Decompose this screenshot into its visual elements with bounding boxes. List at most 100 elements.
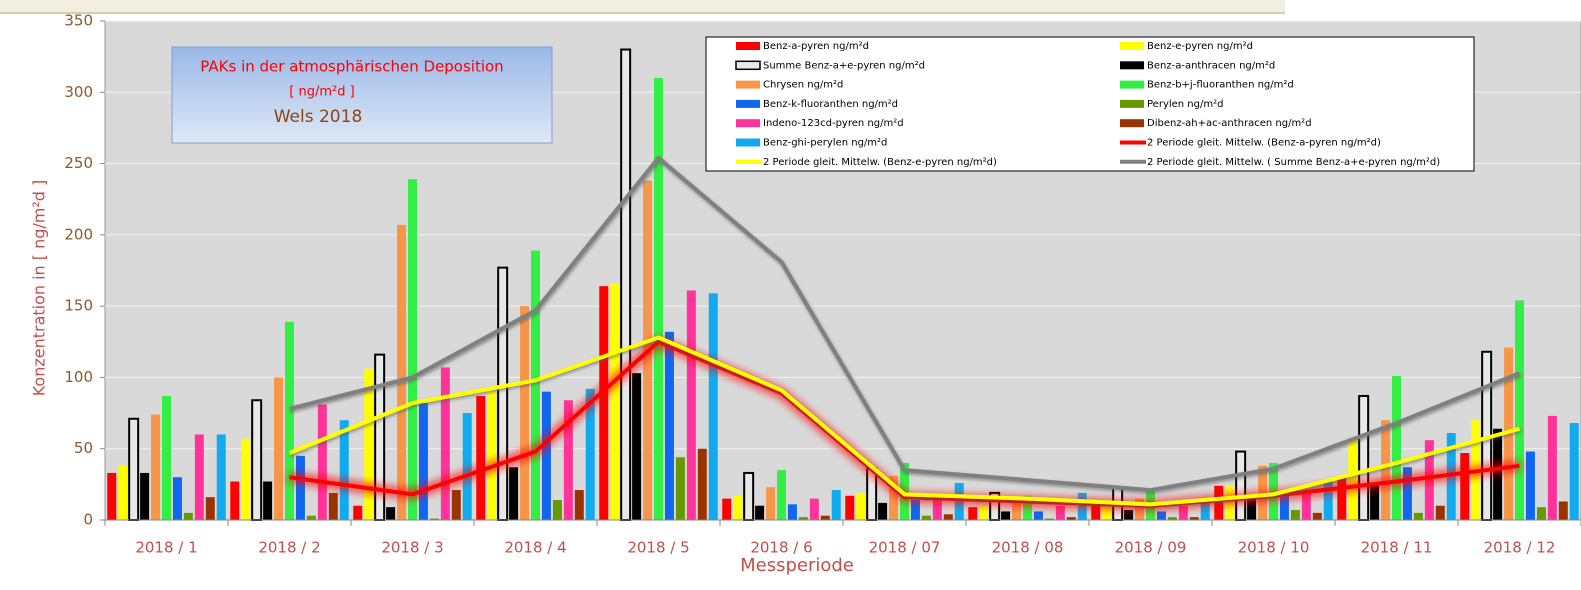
bar xyxy=(364,368,374,520)
x-tick-label: 2018 / 12 xyxy=(1484,539,1556,557)
bar xyxy=(1536,507,1546,520)
bar xyxy=(1402,467,1412,520)
bar xyxy=(743,471,755,521)
bar xyxy=(697,448,707,520)
bar xyxy=(1358,394,1370,521)
legend-label: Dibenz-ah+ac-anthracen ng/m²d xyxy=(1147,118,1312,129)
bar xyxy=(374,353,386,522)
bar xyxy=(664,331,674,520)
bar xyxy=(1569,423,1579,520)
bar xyxy=(541,391,551,520)
legend-swatch xyxy=(1120,99,1144,108)
moving-average-line xyxy=(288,335,1521,507)
x-tick-label: 2018 / 2 xyxy=(258,539,320,557)
legend-label: Benz-e-pyren ng/m²d xyxy=(1147,41,1253,52)
legend-label: Benz-ghi-perylen ng/m²d xyxy=(763,138,887,149)
y-tick-label: 100 xyxy=(64,368,93,386)
legend-label: 2 Periode gleit. Mittelw. (Benz-e-pyren … xyxy=(763,157,997,168)
bar xyxy=(574,490,584,520)
bar xyxy=(866,467,878,521)
legend-label: Benz-a-pyren ng/m²d xyxy=(763,41,869,52)
y-tick-label: 250 xyxy=(64,154,93,172)
bar xyxy=(1460,452,1470,520)
bar xyxy=(599,286,609,520)
bar xyxy=(1301,491,1311,520)
bar xyxy=(943,514,953,520)
bar xyxy=(675,457,685,520)
bar xyxy=(845,495,855,520)
bar xyxy=(1558,501,1568,520)
bar xyxy=(1547,415,1557,520)
bar xyxy=(1525,451,1535,520)
bar xyxy=(1424,440,1434,520)
bar xyxy=(1381,420,1391,520)
bar xyxy=(1225,485,1235,520)
bar xyxy=(451,490,461,520)
legend-label: Chrysen ng/m²d xyxy=(763,80,843,91)
bar xyxy=(476,395,486,520)
bar xyxy=(205,497,215,520)
bar xyxy=(520,306,530,520)
bar xyxy=(1055,505,1065,520)
legend-label: Summe Benz-a+e-pyren ng/m²d xyxy=(763,60,925,71)
bar xyxy=(1348,438,1358,520)
bar xyxy=(1337,477,1347,520)
bar xyxy=(910,500,920,520)
bar xyxy=(1077,492,1087,520)
bar xyxy=(429,518,439,520)
bar xyxy=(462,413,472,520)
legend-swatch xyxy=(1120,80,1144,89)
bar xyxy=(686,290,696,520)
y-tick-label: 0 xyxy=(83,511,93,529)
x-tick-label: 2018 / 5 xyxy=(627,539,689,557)
bar xyxy=(353,505,363,520)
x-tick-label: 2018 / 6 xyxy=(750,539,812,557)
bar xyxy=(1214,485,1224,520)
legend-swatch xyxy=(735,60,761,71)
chart-subtitle: [ ng/m²d ] xyxy=(289,85,354,100)
bar xyxy=(722,498,732,520)
y-tick-label: 200 xyxy=(64,225,93,243)
bar xyxy=(531,250,540,521)
bar xyxy=(497,266,509,521)
x-tick-label: 2018 / 1 xyxy=(135,539,197,557)
bar xyxy=(339,420,349,520)
bar xyxy=(1167,517,1177,520)
y-axis-label: Konzentration in [ ng/m²d ] xyxy=(30,180,49,397)
bar xyxy=(968,507,978,520)
bar xyxy=(1312,512,1322,520)
bar xyxy=(1493,428,1503,520)
bar xyxy=(1066,517,1076,520)
bar xyxy=(1247,494,1257,520)
bar xyxy=(295,455,305,520)
bar xyxy=(162,395,171,520)
bar xyxy=(251,399,263,521)
legend-swatch xyxy=(1120,42,1144,50)
bar xyxy=(1370,482,1380,520)
bar xyxy=(733,495,743,520)
bar xyxy=(328,492,338,520)
bar xyxy=(1269,462,1278,520)
bar xyxy=(140,472,150,520)
chart-title: PAKs in der atmosphärischen Deposition xyxy=(200,58,503,76)
moving-average-line xyxy=(289,155,1521,493)
bar xyxy=(809,498,819,520)
bar xyxy=(151,414,161,520)
bar xyxy=(979,505,989,520)
x-axis-label: Messperiode xyxy=(740,555,854,576)
chart-subtitle: Wels 2018 xyxy=(274,107,363,127)
title-box xyxy=(171,46,553,144)
legend-swatch xyxy=(736,42,760,50)
bar xyxy=(1001,511,1011,520)
bar xyxy=(194,434,204,520)
bar xyxy=(1178,505,1188,520)
bar xyxy=(1392,376,1401,520)
legend-swatch xyxy=(736,99,760,108)
bar xyxy=(1033,511,1043,520)
top-strip xyxy=(0,0,1285,12)
bar xyxy=(1290,510,1300,520)
bar xyxy=(1023,495,1032,520)
bar xyxy=(230,481,240,520)
